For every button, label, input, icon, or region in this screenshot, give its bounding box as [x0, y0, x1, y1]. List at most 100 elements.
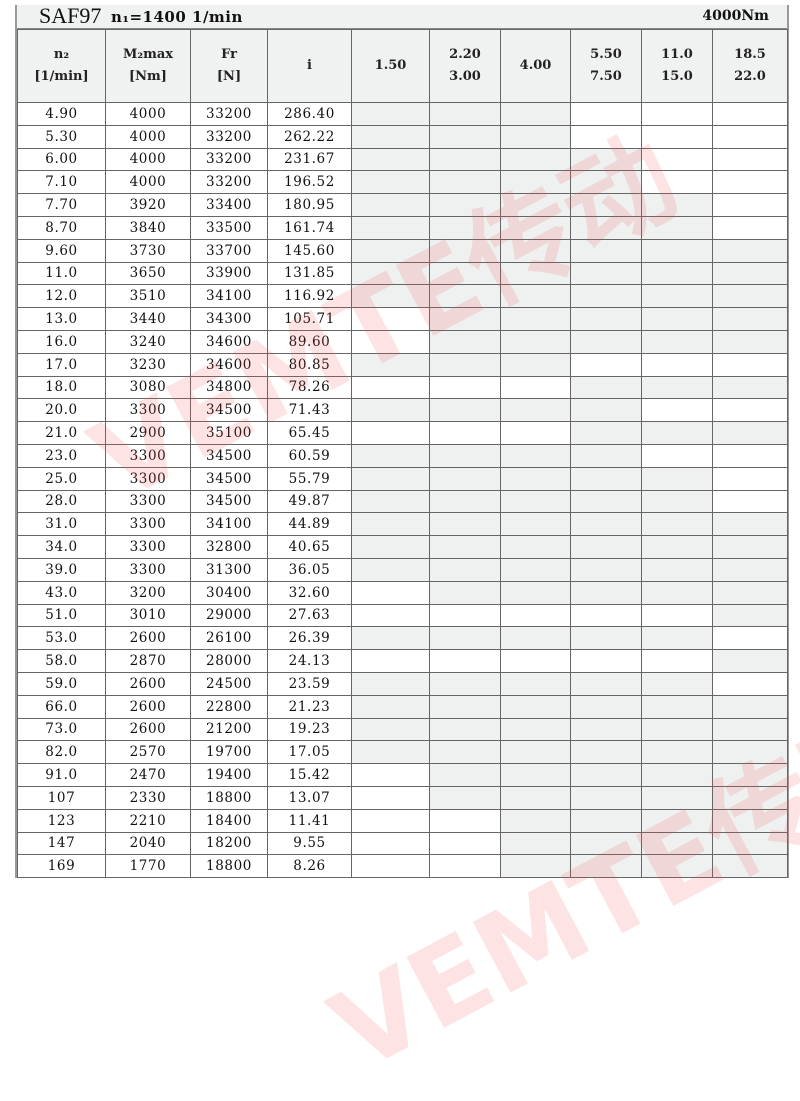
table-row: 20.0 3300 34500 71.43	[17, 398, 788, 423]
motor-availability-cell	[570, 489, 642, 514]
motor-availability-cell	[500, 193, 571, 217]
header-line-1: 18.5	[734, 47, 766, 62]
cell-n2: 59.0	[17, 671, 106, 696]
cell-fr: 33200	[190, 124, 268, 149]
motor-availability-cell	[351, 215, 430, 240]
table-row: 66.0 2600 22800 21.23	[17, 694, 788, 719]
motor-availability-cell	[500, 854, 571, 879]
cell-n2: 7.10	[17, 170, 106, 195]
motor-availability-cell	[570, 694, 642, 719]
motor-availability-cell	[500, 398, 571, 423]
motor-availability-cell	[429, 193, 501, 217]
cell-i: 145.60	[267, 238, 352, 263]
motor-availability-cell	[429, 671, 501, 696]
cell-m2: 3200	[105, 580, 191, 605]
cell-n2: 20.0	[17, 398, 106, 423]
table-row: 91.0 2470 19400 15.42	[17, 763, 788, 787]
motor-availability-cell	[351, 466, 430, 491]
motor-availability-cell	[429, 261, 501, 286]
motor-availability-cell	[351, 329, 430, 354]
motor-availability-cell	[351, 785, 430, 810]
motor-availability-cell	[712, 307, 788, 331]
column-header: M₂max [Nm]	[105, 29, 191, 103]
motor-availability-cell	[712, 740, 788, 765]
cell-n2: 28.0	[17, 489, 106, 514]
spec-sheet: SAF97 n₁=1400 1/min 4000Nm n₂ [1/min] M₂ma…	[15, 3, 789, 879]
cell-fr: 29000	[190, 603, 268, 628]
cell-m2: 3730	[105, 238, 191, 263]
cell-fr: 28000	[190, 649, 268, 673]
motor-availability-cell	[712, 717, 788, 742]
table-row: 5.30 4000 33200 262.22	[17, 124, 788, 149]
motor-availability-cell	[429, 466, 501, 491]
cell-n2: 82.0	[17, 740, 106, 765]
motor-availability-cell	[712, 603, 788, 628]
header-line-2: 22.0	[734, 69, 766, 84]
cell-m2: 3230	[105, 352, 191, 377]
header-line-1: 1.50	[374, 58, 407, 73]
motor-availability-cell	[429, 785, 501, 810]
cell-m2: 4000	[105, 147, 191, 172]
cell-m2: 2570	[105, 740, 191, 765]
cell-fr: 34800	[190, 375, 268, 400]
motor-availability-cell	[641, 352, 713, 377]
motor-availability-cell	[351, 193, 430, 217]
motor-availability-cell	[570, 580, 642, 605]
motor-availability-cell	[500, 603, 571, 628]
column-header: 18.5 22.0	[712, 29, 788, 103]
motor-availability-cell	[500, 352, 571, 377]
motor-availability-cell	[641, 102, 713, 126]
table-row: 23.0 3300 34500 60.59	[17, 443, 788, 468]
motor-availability-cell	[500, 785, 571, 810]
motor-availability-cell	[500, 466, 571, 491]
motor-availability-cell	[500, 557, 571, 582]
table-row: 73.0 2600 21200 19.23	[17, 717, 788, 742]
motor-availability-cell	[500, 375, 571, 400]
cell-m2: 3010	[105, 603, 191, 628]
cell-i: 80.85	[267, 352, 352, 377]
cell-i: 65.45	[267, 421, 352, 445]
cell-i: 26.39	[267, 626, 352, 651]
cell-n2: 169	[17, 854, 106, 879]
motor-availability-cell	[429, 512, 501, 537]
motor-availability-cell	[712, 170, 788, 195]
motor-availability-cell	[429, 535, 501, 559]
motor-availability-cell	[641, 329, 713, 354]
table-row: 21.0 2900 35100 65.45	[17, 421, 788, 445]
motor-availability-cell	[500, 284, 571, 309]
cell-fr: 18400	[190, 808, 268, 833]
input-speed: n₁=1400 1/min	[111, 8, 243, 26]
header-line-1: 2.20	[449, 47, 481, 62]
header-line-2: 3.00	[449, 69, 481, 84]
cell-n2: 91.0	[17, 763, 106, 787]
cell-i: 286.40	[267, 102, 352, 126]
cell-n2: 53.0	[17, 626, 106, 651]
cell-n2: 43.0	[17, 580, 106, 605]
cell-i: 262.22	[267, 124, 352, 149]
cell-i: 40.65	[267, 535, 352, 559]
motor-availability-cell	[429, 649, 501, 673]
cell-n2: 147	[17, 831, 106, 856]
table-row: 59.0 2600 24500 23.59	[17, 671, 788, 696]
header-line-2: [N]	[216, 69, 242, 84]
motor-availability-cell	[641, 831, 713, 856]
table-row: 12.0 3510 34100 116.92	[17, 284, 788, 309]
motor-availability-cell	[429, 124, 501, 149]
cell-n2: 21.0	[17, 421, 106, 445]
table-row: 58.0 2870 28000 24.13	[17, 649, 788, 673]
motor-availability-cell	[641, 649, 713, 673]
header-line-2: 7.50	[590, 69, 622, 84]
title-bar: SAF97 n₁=1400 1/min 4000Nm	[17, 3, 787, 29]
motor-availability-cell	[429, 307, 501, 331]
motor-availability-cell	[429, 215, 501, 240]
motor-availability-cell	[641, 238, 713, 263]
motor-availability-cell	[351, 831, 430, 856]
motor-availability-cell	[712, 808, 788, 833]
cell-i: 180.95	[267, 193, 352, 217]
motor-availability-cell	[500, 763, 571, 787]
gear-ratio-table: n₂ [1/min] M₂max [Nm] Fr [N] i 1.50 2.20 3.00 4.00…	[17, 29, 788, 879]
motor-availability-cell	[570, 170, 642, 195]
motor-availability-cell	[570, 124, 642, 149]
cell-fr: 19400	[190, 763, 268, 787]
motor-availability-cell	[429, 808, 501, 833]
